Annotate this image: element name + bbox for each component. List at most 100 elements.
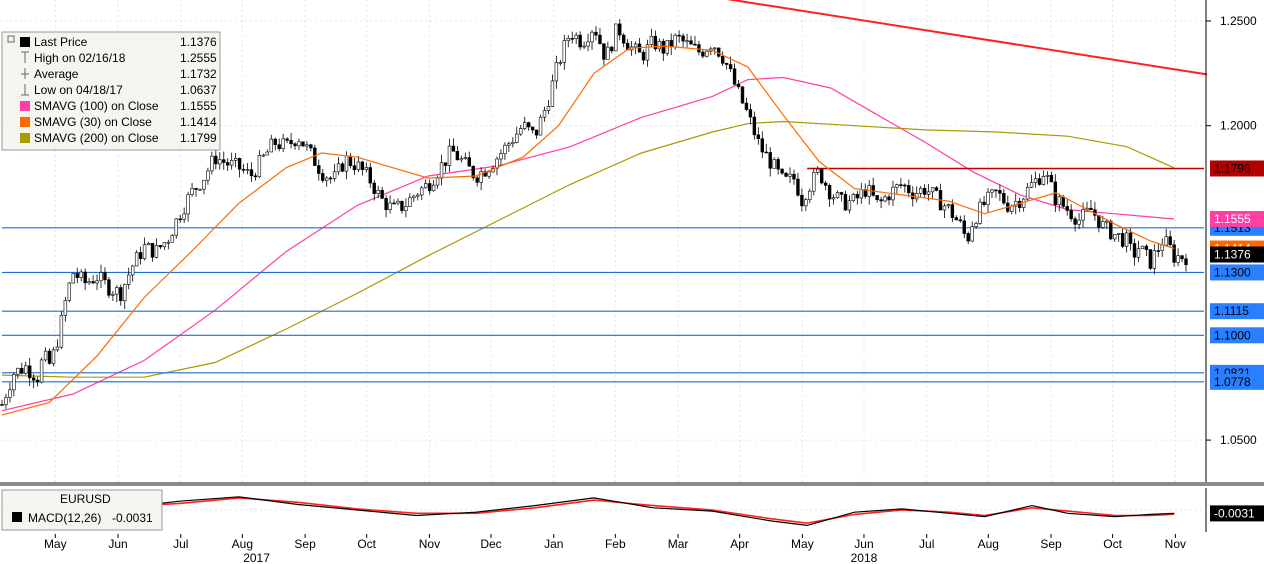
panel-divider[interactable] [0, 482, 1264, 486]
candle-body [1061, 196, 1065, 207]
candle-body [400, 200, 404, 211]
candle-body [954, 217, 959, 221]
candle-body [523, 122, 527, 129]
candle-body [47, 350, 52, 364]
candle-body [368, 167, 372, 184]
candle-body [332, 171, 337, 179]
price-badges: 1.17961.15131.13001.11151.10001.08211.07… [1210, 160, 1264, 390]
candle-body [459, 158, 464, 161]
candle-body [511, 142, 515, 145]
candle-body [827, 185, 832, 200]
candle-body [424, 183, 428, 189]
candle-body [685, 40, 689, 43]
candle-body [439, 162, 444, 179]
candle-body [748, 109, 753, 118]
candle-body [538, 116, 543, 136]
candle-body [487, 171, 491, 177]
candle-body [467, 157, 471, 167]
candle-body [392, 202, 396, 205]
legend-swatch [20, 133, 30, 143]
candle-body [190, 188, 194, 195]
candle-body [534, 129, 539, 136]
candle-body [574, 34, 578, 39]
candle-body [689, 40, 693, 45]
candle-body [1172, 244, 1176, 263]
candle-body [602, 43, 606, 60]
candle-body [677, 34, 681, 37]
candle-body [566, 38, 570, 41]
candle-body [792, 173, 796, 180]
candle-body [75, 273, 79, 278]
candle-body [1049, 174, 1054, 183]
candle-body [1176, 255, 1180, 263]
candle-body [170, 235, 174, 243]
candle-body [388, 202, 392, 211]
candle-body [416, 194, 420, 197]
candle-body [966, 233, 970, 242]
candle-body [732, 68, 737, 85]
candle-body [530, 126, 535, 131]
candle-body [681, 35, 685, 42]
candle-body [879, 199, 883, 202]
candle-body [79, 271, 83, 278]
legend-value: 1.1555 [180, 99, 217, 113]
candle-body [1029, 182, 1034, 188]
candle-body [475, 177, 479, 183]
candle-body [618, 23, 622, 36]
y-tick-label: 1.2500 [1220, 14, 1257, 28]
candle-body [816, 168, 820, 173]
candle-body [352, 165, 357, 171]
candle-body [12, 374, 16, 391]
candle-body [273, 138, 277, 145]
legend-value: 1.1799 [180, 131, 217, 145]
candle-body [8, 389, 12, 398]
candle-body [1101, 221, 1105, 228]
candle-body [1002, 193, 1006, 204]
candle-body [293, 143, 297, 147]
candle-body [724, 62, 729, 65]
legend-name: Average [34, 67, 79, 81]
candle-body [1109, 220, 1113, 240]
candle-body [408, 197, 412, 207]
level-badge-box [1210, 373, 1264, 390]
candle-body [146, 243, 151, 246]
legend-name: Low on 04/18/17 [34, 83, 123, 97]
level-badge-label: 1.1000 [1214, 328, 1251, 342]
candle-body [1132, 243, 1137, 258]
legend-name: SMAVG (100) on Close [34, 99, 159, 113]
candle-body [1113, 234, 1117, 240]
candle-body [764, 151, 768, 154]
candle-body [115, 287, 119, 295]
candle-body [277, 144, 281, 150]
candle-body [229, 160, 234, 166]
candle-body [289, 140, 293, 145]
candle-body [594, 31, 598, 36]
x-axis: May Jun Jul Aug Sep Oct Nov Dec Jan Feb Mar Apr May J… [44, 534, 1186, 564]
x-tick-label: Jun [854, 537, 873, 551]
candle-body [396, 200, 400, 204]
candle-body [435, 177, 440, 186]
macd-title: EURUSD [60, 492, 111, 506]
candle-body [974, 223, 978, 227]
legend-box [1, 31, 221, 151]
candle-body [554, 62, 559, 82]
candle-body [1033, 178, 1038, 183]
candle-body [558, 62, 563, 64]
candle-body [669, 40, 673, 48]
candle-body [895, 184, 899, 188]
sma100-badge-label: 1.1555 [1214, 212, 1251, 226]
candle-body [768, 152, 772, 169]
candle-body [720, 56, 725, 64]
candle-body [158, 245, 163, 248]
x-tick-label: Jul [919, 537, 934, 551]
candle-body [198, 188, 202, 191]
candle-body [1124, 232, 1129, 247]
candle-body [336, 163, 341, 173]
candle-body [222, 159, 226, 163]
candle-body [186, 194, 190, 215]
candle-body [28, 365, 32, 379]
macd-line [1, 496, 1175, 527]
candle-body [1136, 248, 1141, 258]
x-tick-label: Nov [419, 537, 440, 551]
candle-body [673, 34, 677, 48]
